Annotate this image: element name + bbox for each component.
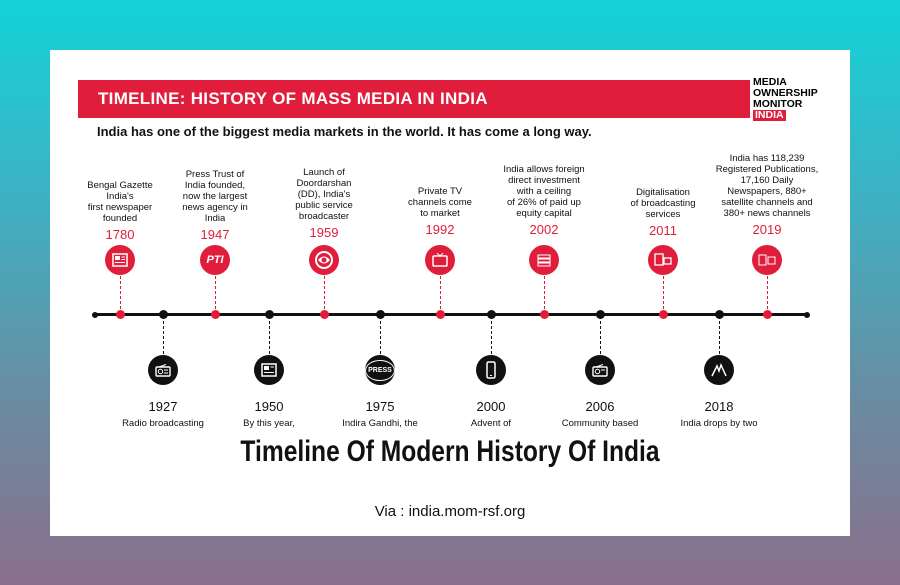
event-year: 1780	[105, 227, 135, 242]
logo-line: OWNERSHIP	[753, 87, 818, 99]
axis-start-dot	[92, 312, 98, 318]
event-1947: Press Trust of India founded, now the lar…	[150, 169, 280, 242]
event-year: 2000	[476, 399, 506, 414]
title-banner: TIMELINE: HISTORY OF MASS MEDIA IN INDIA	[78, 80, 750, 118]
connector	[440, 276, 441, 314]
axis-dot	[319, 310, 329, 319]
event-2019: India has 118,239 Registered Publications…	[697, 153, 837, 237]
axis-dot	[210, 310, 220, 319]
event-year: 1975	[365, 399, 395, 414]
connector	[544, 276, 545, 314]
event-year: 2006	[585, 399, 615, 414]
event-description: Advent of	[470, 418, 512, 429]
axis-dot	[539, 310, 549, 319]
connector	[120, 276, 121, 314]
axis-dot	[264, 310, 274, 319]
radio-icon	[148, 355, 178, 385]
digital-devices-icon	[648, 245, 678, 275]
connector	[163, 316, 164, 354]
axis-dot	[658, 310, 668, 319]
event-description: Radio broadcasting	[122, 418, 204, 429]
connector	[663, 276, 664, 314]
axis-dot	[435, 310, 445, 319]
event-description: Community based	[561, 418, 639, 429]
pti-logo-icon: PTI	[200, 245, 230, 275]
newspaper-icon	[254, 355, 284, 385]
event-1975: 1975 Indira Gandhi, the	[315, 399, 445, 429]
connector	[719, 316, 720, 354]
event-year: 1992	[425, 222, 455, 237]
infographic-card: TIMELINE: HISTORY OF MASS MEDIA IN INDIA…	[50, 50, 850, 536]
handcuffed-hands-icon	[704, 355, 734, 385]
event-1927: 1927 Radio broadcasting	[98, 399, 228, 429]
event-2006: 2006 Community based	[535, 399, 665, 429]
connector	[324, 276, 325, 314]
event-year: 1950	[254, 399, 284, 414]
timeline-axis	[95, 313, 807, 316]
axis-dot	[158, 310, 168, 319]
newspaper-icon	[105, 245, 135, 275]
connector	[380, 316, 381, 354]
logo-line: MEDIA	[753, 76, 787, 88]
banner-title: TIMELINE: HISTORY OF MASS MEDIA IN INDIA	[98, 89, 488, 108]
event-description: India drops by two	[680, 418, 758, 429]
connector	[491, 316, 492, 354]
event-description: Press Trust of India founded, now the lar…	[182, 169, 248, 224]
event-year: 1927	[148, 399, 178, 414]
axis-end-dot	[804, 312, 810, 318]
event-year: 1959	[309, 225, 339, 240]
newspaper-tv-icon	[752, 245, 782, 275]
axis-dot	[115, 310, 125, 319]
subtitle: India has one of the biggest media marke…	[97, 124, 592, 139]
logo-line: MONITOR	[753, 98, 803, 110]
event-2011: Digitalisation of broadcasting services 2…	[598, 187, 728, 238]
press-banned-icon: PRESS	[365, 355, 395, 385]
source-credit: Via : india.mom-rsf.org	[374, 503, 526, 520]
event-year: 2019	[752, 222, 782, 237]
connector	[269, 316, 270, 354]
axis-dot	[762, 310, 772, 319]
event-2000: 2000 Advent of	[426, 399, 556, 429]
event-year: 2002	[529, 222, 559, 237]
axis-dot	[486, 310, 496, 319]
image-caption: Timeline Of Modern History Of India	[240, 435, 660, 468]
event-description: Private TV channels come to market	[408, 186, 472, 219]
event-1959: Launch of Doordarshan (DD), India's public…	[259, 167, 389, 240]
event-2002: India allows foreign direct investment wi…	[479, 164, 609, 237]
doordarshan-logo-icon	[309, 245, 339, 275]
event-year: 2018	[704, 399, 734, 414]
connector	[600, 316, 601, 354]
logo-line-highlight: INDIA	[753, 109, 786, 121]
event-1992: Private TV channels come to market 1992	[375, 186, 505, 237]
money-stack-icon	[529, 245, 559, 275]
event-description: India allows foreign direct investment wi…	[503, 164, 585, 219]
event-description: India has 118,239 Registered Publications…	[715, 153, 819, 219]
axis-dot	[714, 310, 724, 319]
radio-icon	[585, 355, 615, 385]
axis-dot	[595, 310, 605, 319]
connector	[767, 276, 768, 314]
event-year: 2011	[649, 223, 677, 238]
event-description: Bengal Gazette India's first newspaper fou…	[87, 180, 153, 224]
tv-icon	[425, 245, 455, 275]
event-1780: Bengal Gazette India's first newspaper fou…	[55, 180, 185, 242]
event-description: Launch of Doordarshan (DD), India's public…	[295, 167, 353, 222]
event-description: By this year,	[243, 418, 295, 429]
event-year: 1947	[200, 227, 230, 242]
mobile-phone-icon	[476, 355, 506, 385]
mom-logo: MEDIA OWNERSHIP MONITOR INDIA	[753, 77, 823, 121]
axis-dot	[375, 310, 385, 319]
event-2018: 2018 India drops by two	[654, 399, 784, 429]
event-description: Indira Gandhi, the	[342, 418, 418, 429]
event-1950: 1950 By this year,	[204, 399, 334, 429]
connector	[215, 276, 216, 314]
event-description: Digitalisation of broadcasting services	[630, 187, 696, 220]
